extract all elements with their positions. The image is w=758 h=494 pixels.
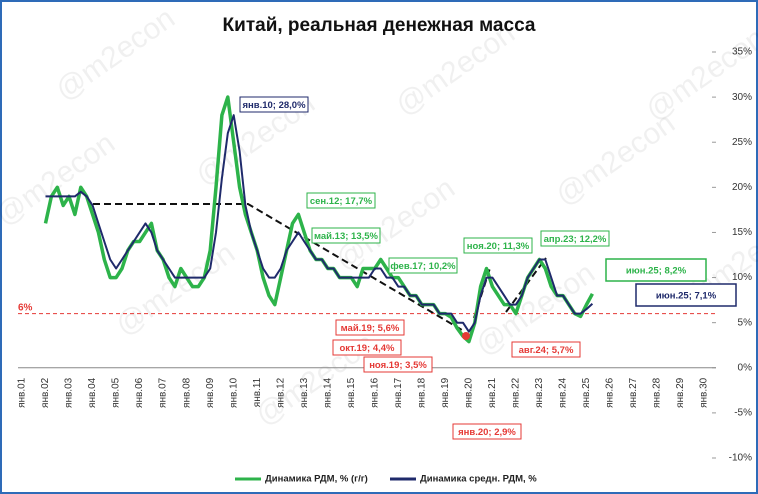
annotation-box — [540, 230, 610, 247]
x-tick-label: янв.26 — [605, 377, 616, 408]
x-tick-label: янв.27 — [628, 377, 639, 408]
x-tick-label: янв.15 — [346, 377, 357, 408]
annotation: сен.12; 17,7% — [310, 196, 373, 207]
y-tick-label: 35% — [732, 47, 752, 58]
annotation-box — [605, 258, 707, 282]
y-tick-label: 30% — [732, 92, 752, 103]
x-tick-label: янв.05 — [111, 377, 122, 408]
x-tick-label: янв.25 — [581, 377, 592, 408]
x-tick-label: янв.21 — [487, 377, 498, 408]
x-tick-label: янв.03 — [64, 377, 75, 408]
trend-arrow — [93, 203, 463, 331]
y-tick-label: -5% — [734, 408, 752, 419]
x-tick-label: янв.16 — [369, 377, 380, 408]
y-tick-label: 15% — [732, 227, 752, 238]
x-tick-label: янв.29 — [675, 377, 686, 408]
legend-label: Динамика средн. РДМ, % — [420, 474, 537, 485]
y-tick-label: 10% — [732, 272, 752, 283]
annotation-box — [635, 283, 737, 307]
x-tick-label: янв.18 — [416, 377, 427, 408]
annotation-box — [452, 423, 522, 440]
reference-label: 6% — [18, 302, 33, 313]
annotation: июн.25; 8,2% — [626, 266, 687, 277]
y-tick-label: 0% — [738, 362, 753, 373]
y-tick-label: 5% — [738, 317, 753, 328]
x-tick-label: янв.04 — [87, 377, 98, 408]
x-tick-label: янв.20 — [464, 377, 475, 408]
annotation-box — [511, 341, 581, 358]
y-tick-label: -10% — [729, 453, 752, 464]
annotation-box — [332, 339, 402, 356]
x-tick-label: янв.01 — [17, 377, 28, 408]
annotation: июн.25; 7,1% — [656, 291, 717, 302]
annotation: окт.19; 4,4% — [339, 343, 395, 354]
x-tick-label: янв.08 — [181, 377, 192, 408]
annotation-box — [363, 356, 433, 373]
annotation: фев.17; 10,2% — [390, 261, 456, 272]
legend-label: Динамика РДМ, % (г/г) — [265, 474, 368, 485]
y-tick-label: 20% — [732, 182, 752, 193]
x-tick-label: янв.14 — [322, 377, 333, 408]
annotation-box — [335, 319, 405, 336]
annotation: янв.20; 2,9% — [458, 427, 516, 438]
x-tick-label: янв.12 — [275, 377, 286, 408]
series-line — [45, 114, 594, 333]
annotation-box — [306, 192, 376, 209]
x-tick-label: янв.30 — [699, 377, 710, 408]
annotation: апр.23; 12,2% — [544, 234, 607, 245]
x-tick-label: янв.07 — [158, 377, 169, 408]
x-tick-label: янв.22 — [511, 377, 522, 408]
annotation: май.19; 5,6% — [341, 323, 400, 334]
annotation: авг.24; 5,7% — [519, 345, 574, 356]
chart-title: Китай, реальная денежная масса — [223, 15, 536, 36]
x-tick-label: янв.24 — [558, 377, 569, 408]
annotation: янв.10; 28,0% — [242, 100, 306, 111]
annotation: ноя.19; 3,5% — [369, 360, 427, 371]
annotation-box — [311, 227, 381, 244]
x-tick-label: янв.17 — [393, 377, 404, 408]
x-tick-label: янв.06 — [134, 377, 145, 408]
x-tick-label: янв.23 — [534, 377, 545, 408]
x-tick-label: янв.13 — [299, 377, 310, 408]
x-tick-label: янв.19 — [440, 377, 451, 408]
x-tick-label: янв.28 — [652, 377, 663, 408]
x-tick-label: янв.11 — [252, 377, 263, 407]
y-tick-label: 25% — [732, 137, 752, 148]
marker — [462, 332, 470, 340]
annotation-box — [388, 257, 458, 274]
annotation: ноя.20; 11,3% — [467, 241, 530, 252]
x-tick-label: янв.02 — [40, 377, 51, 408]
annotation: май.13; 13,5% — [314, 231, 379, 242]
annotation-box — [239, 96, 309, 113]
x-tick-label: янв.10 — [228, 377, 239, 408]
annotation-box — [463, 237, 533, 254]
x-tick-label: янв.09 — [205, 377, 216, 408]
